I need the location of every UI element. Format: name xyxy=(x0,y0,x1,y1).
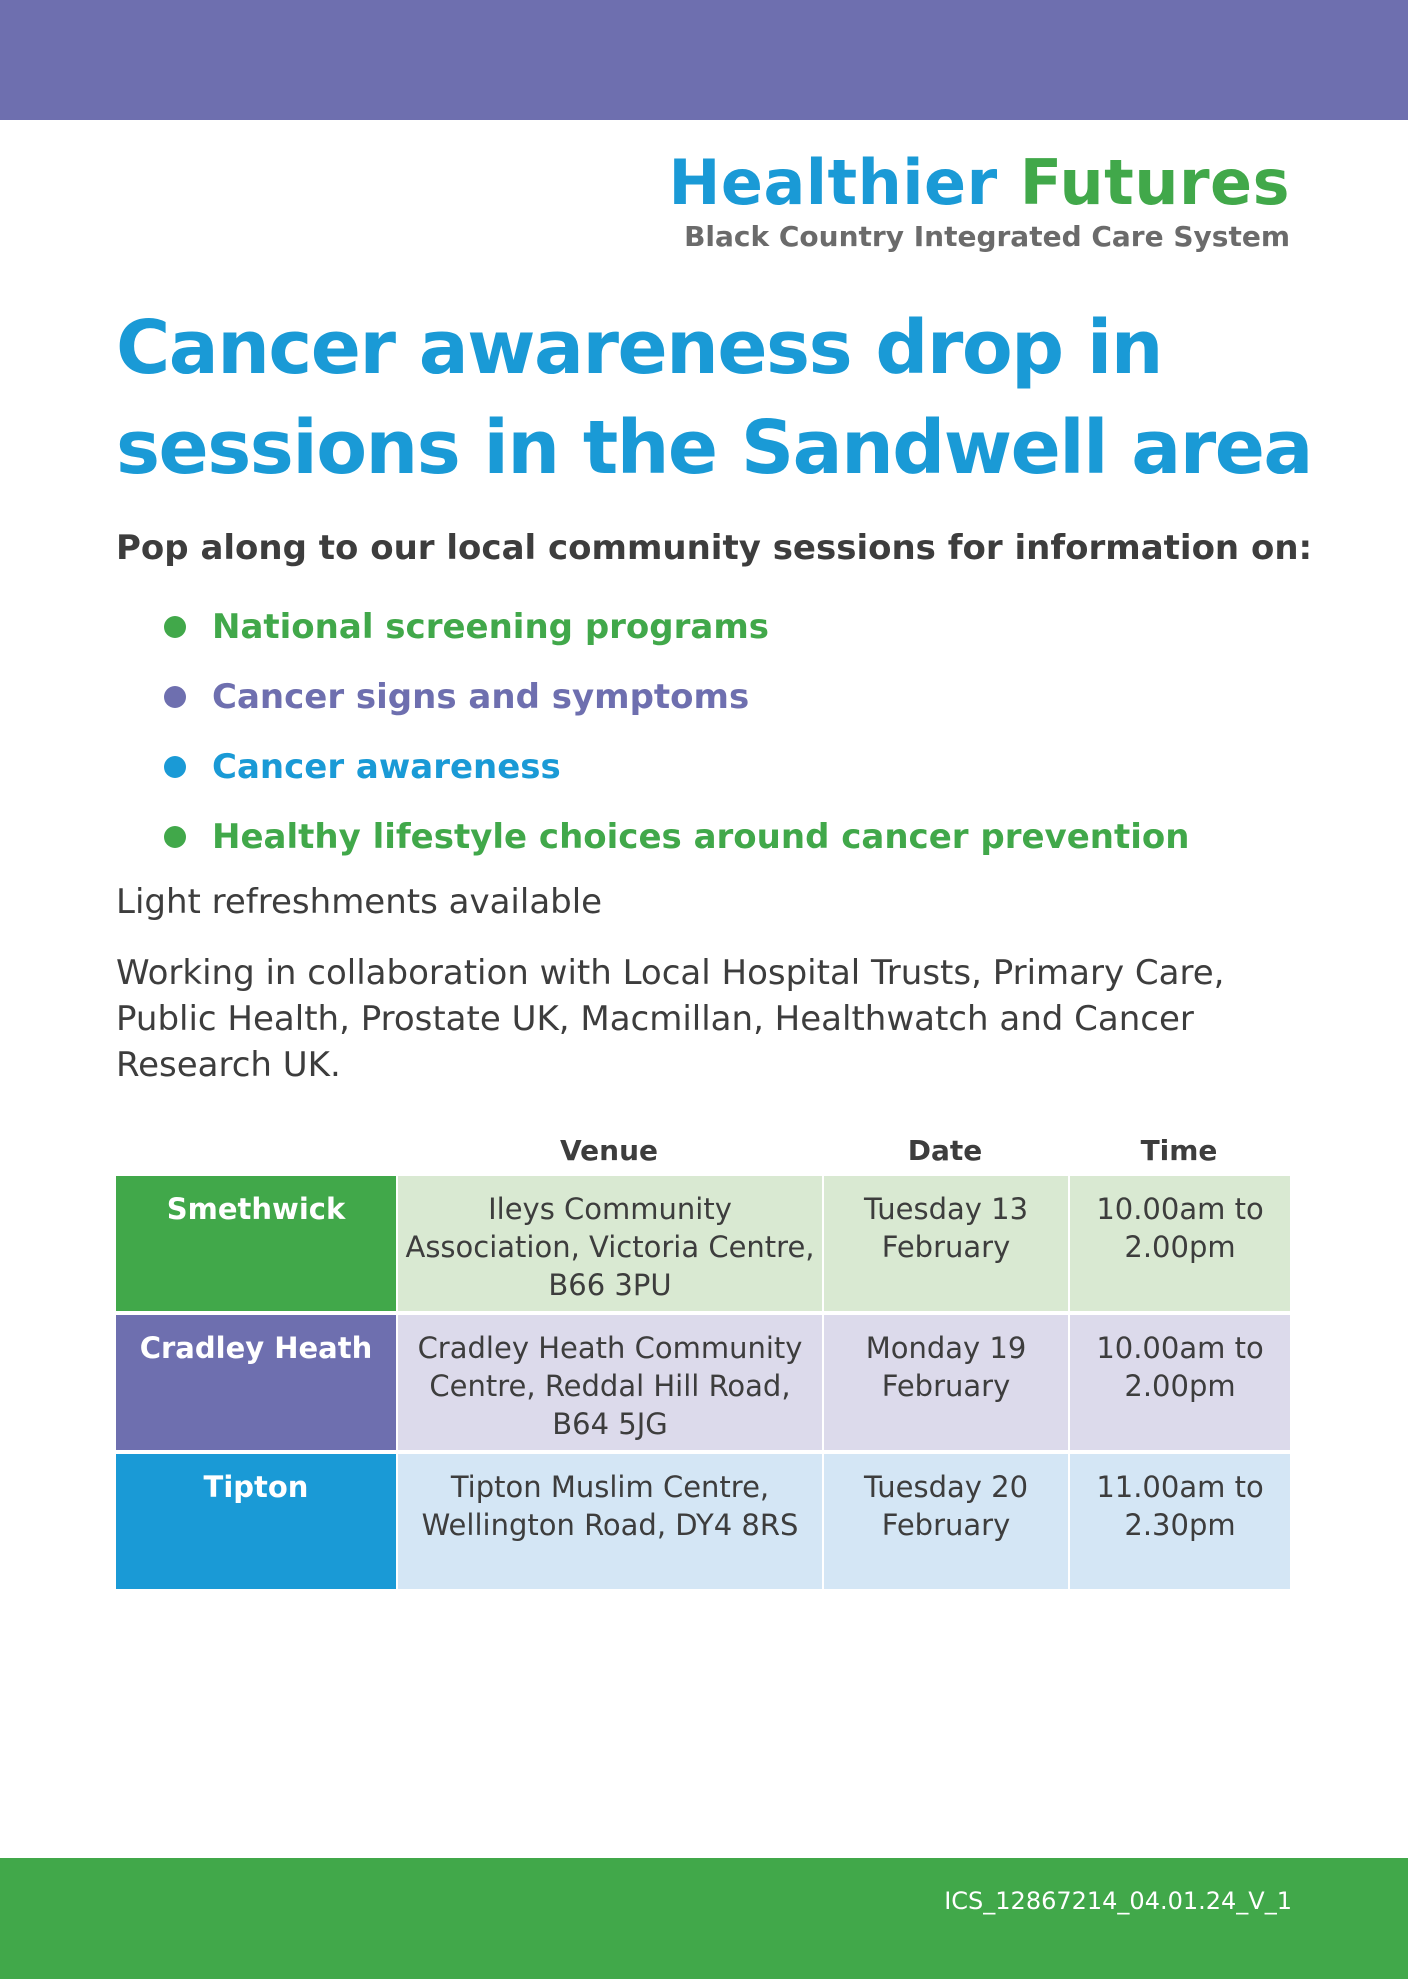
time-cell: 10.00am to 2.00pm xyxy=(1068,1315,1290,1450)
refreshments-note: Light refreshments available xyxy=(116,882,603,922)
healthier-futures-logo: Healthier Futures Black Country Integrat… xyxy=(669,148,1291,254)
time-cell: 10.00am to 2.00pm xyxy=(1068,1176,1290,1311)
header-date: Date xyxy=(907,1133,983,1167)
table-header-row: Venue Date Time xyxy=(116,1124,1290,1176)
bottom-color-band xyxy=(0,1858,1408,1979)
header-venue: Venue xyxy=(560,1133,658,1167)
header-time: Time xyxy=(1140,1133,1218,1167)
document-reference-code: ICS_12867214_04.01.24_V_1 xyxy=(944,1887,1292,1915)
topic-label: Cancer signs and symptoms xyxy=(212,677,750,717)
venue-cell: Ileys Community Association, Victoria Ce… xyxy=(396,1176,822,1311)
top-color-band xyxy=(0,0,1408,120)
date-cell: Tuesday 13 February xyxy=(822,1176,1068,1311)
topic-label: Cancer awareness xyxy=(212,747,561,787)
bullet-dot-icon xyxy=(164,756,186,778)
logo-wordmark: Healthier Futures xyxy=(669,148,1291,218)
topic-label: National screening programs xyxy=(212,607,769,647)
topic-label: Healthy lifestyle choices around cancer … xyxy=(212,817,1190,857)
bullet-dot-icon xyxy=(164,826,186,848)
topic-item-awareness: Cancer awareness xyxy=(164,732,1189,802)
venue-cell: Tipton Muslim Centre, Wellington Road, D… xyxy=(396,1454,822,1589)
venue-cell: Cradley Heath Community Centre, Reddal H… xyxy=(396,1315,822,1450)
sessions-table: Venue Date Time Smethwick Ileys Communit… xyxy=(116,1124,1290,1593)
table-row: Smethwick Ileys Community Association, V… xyxy=(116,1176,1290,1311)
title-line-2: sessions in the Sandwell area xyxy=(116,405,1313,491)
title-line-1: Cancer awareness drop in xyxy=(116,305,1163,391)
page-title: Cancer awareness drop in sessions in the… xyxy=(116,298,1316,498)
logo-word-healthier: Healthier xyxy=(668,146,998,219)
location-cell: Smethwick xyxy=(116,1176,396,1311)
logo-subtitle: Black Country Integrated Care System xyxy=(684,220,1290,253)
bullet-dot-icon xyxy=(164,686,186,708)
location-cell: Cradley Heath xyxy=(116,1315,396,1450)
topic-item-symptoms: Cancer signs and symptoms xyxy=(164,662,1189,732)
topic-item-screening: National screening programs xyxy=(164,592,1189,662)
date-cell: Tuesday 20 February xyxy=(822,1454,1068,1589)
logo-word-futures: Futures xyxy=(1019,146,1290,219)
intro-text: Pop along to our local community session… xyxy=(116,528,1313,568)
date-cell: Monday 19 February xyxy=(822,1315,1068,1450)
topic-list: National screening programs Cancer signs… xyxy=(164,592,1189,872)
time-cell: 11.00am to 2.30pm xyxy=(1068,1454,1290,1589)
table-row: Tipton Tipton Muslim Centre, Wellington … xyxy=(116,1454,1290,1589)
table-row: Cradley Heath Cradley Heath Community Ce… xyxy=(116,1315,1290,1450)
location-cell: Tipton xyxy=(116,1454,396,1589)
topic-item-lifestyle: Healthy lifestyle choices around cancer … xyxy=(164,802,1189,872)
collaboration-note: Working in collaboration with Local Hosp… xyxy=(116,953,1225,1085)
bullet-dot-icon xyxy=(164,616,186,638)
